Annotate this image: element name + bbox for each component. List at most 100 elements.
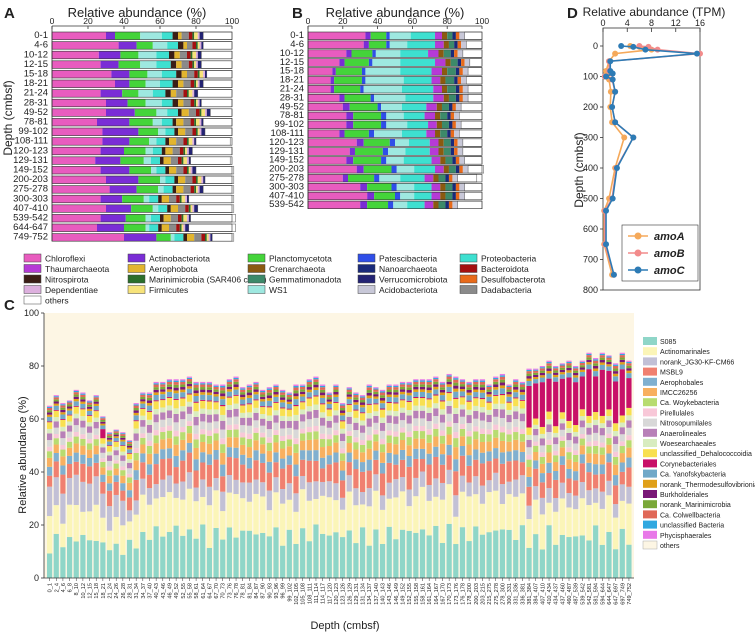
legend-swatch-verrucomicrobiota bbox=[357, 274, 376, 284]
bar-desulfobacterota bbox=[457, 40, 462, 49]
bar-segment bbox=[526, 454, 532, 460]
depth-label: 99-102 bbox=[18, 126, 48, 137]
bar-marinimicrobia bbox=[197, 70, 200, 78]
x-tick-label: 4_6 bbox=[61, 583, 67, 592]
bar-segment bbox=[126, 440, 133, 442]
bar-segment bbox=[266, 400, 272, 407]
x-tick-label: 34_37 bbox=[141, 583, 147, 599]
bar-segment bbox=[273, 442, 279, 453]
bar-segment bbox=[486, 394, 492, 397]
bar-segment bbox=[100, 416, 106, 418]
bar-segment bbox=[519, 392, 525, 395]
bar-gemmatimonadota bbox=[441, 103, 449, 111]
legend-label-desulfobacterota: Desulfobacterota bbox=[481, 275, 546, 285]
bar-segment bbox=[399, 386, 406, 390]
bar-segment bbox=[133, 410, 139, 413]
bar-segment bbox=[273, 387, 279, 390]
bar-segment bbox=[120, 500, 126, 526]
bar-segment bbox=[346, 435, 352, 444]
bar-segment bbox=[166, 418, 173, 426]
bar-segment bbox=[593, 412, 599, 420]
bar-segment bbox=[193, 393, 199, 397]
bar-segment bbox=[453, 459, 459, 472]
bar-segment bbox=[293, 396, 299, 400]
x-tick-label: 381_384 bbox=[527, 583, 533, 605]
bar-segment bbox=[120, 451, 126, 456]
bar-segment bbox=[333, 394, 339, 397]
legend-label: unclassified Bacteria bbox=[660, 523, 724, 530]
bar-segment bbox=[486, 451, 492, 462]
bar-crenarchaeota bbox=[443, 40, 449, 49]
bar-segment bbox=[553, 377, 559, 382]
legend-swatch bbox=[643, 367, 657, 376]
bar-segment bbox=[586, 357, 592, 360]
bar-others bbox=[464, 156, 483, 165]
bar-ws1 bbox=[147, 70, 162, 78]
bar-segment bbox=[493, 448, 499, 459]
bar-segment bbox=[559, 498, 565, 535]
bar-segment bbox=[386, 394, 392, 398]
bar-segment bbox=[313, 450, 319, 461]
bar-segment bbox=[86, 415, 93, 423]
bar-segment bbox=[346, 530, 352, 578]
bar-segment bbox=[80, 403, 86, 409]
bar-segment bbox=[206, 505, 213, 548]
bar-segment bbox=[373, 398, 379, 404]
legend-label-amoA: amoA bbox=[654, 231, 685, 243]
bar-segment bbox=[280, 389, 286, 392]
x-tick-label: 60 bbox=[408, 16, 418, 26]
bar-segment bbox=[280, 415, 286, 421]
bar-proteobacteria bbox=[156, 166, 166, 174]
bar-planctomycetota bbox=[344, 129, 369, 138]
bar-patescibacteria bbox=[381, 156, 387, 165]
bar-acidobacteriota bbox=[462, 94, 469, 102]
legend-label: Nitrosopumilales bbox=[660, 421, 712, 428]
bar-segment bbox=[233, 447, 239, 459]
bar-segment bbox=[499, 418, 506, 427]
bar-segment bbox=[193, 402, 199, 412]
x-tick-label: 24_26 bbox=[114, 583, 120, 599]
bar-segment bbox=[546, 432, 552, 440]
bar-segment bbox=[353, 469, 359, 489]
x-tick-label: 40 bbox=[119, 16, 129, 26]
bar-segment bbox=[226, 396, 232, 398]
x-tick-label: 105_108 bbox=[301, 583, 307, 605]
bar-segment bbox=[280, 392, 286, 395]
bar-segment bbox=[60, 419, 66, 420]
bar-segment bbox=[166, 430, 173, 439]
bar-segment bbox=[60, 493, 66, 524]
bar-segment bbox=[173, 455, 179, 468]
bar-segment bbox=[66, 437, 73, 442]
x-tick-label: 12_15 bbox=[88, 583, 94, 599]
bar-segment bbox=[160, 419, 166, 428]
bar-segment bbox=[153, 422, 159, 431]
bar-segment bbox=[166, 492, 173, 532]
bar-segment bbox=[353, 392, 359, 394]
bar-chloroflexi bbox=[52, 147, 101, 155]
bar-segment bbox=[599, 355, 605, 358]
panel-b-letter: B bbox=[292, 5, 303, 22]
bar-firmicutes bbox=[196, 185, 198, 194]
bar-segment bbox=[306, 482, 312, 501]
bar-segment bbox=[606, 495, 612, 532]
bar-segment bbox=[206, 435, 213, 444]
bar-nanoarchaeota bbox=[455, 165, 460, 174]
bar-segment bbox=[413, 391, 419, 398]
bar-segment bbox=[100, 438, 106, 444]
bar-chloroflexi bbox=[52, 137, 103, 146]
bar-segment bbox=[579, 362, 585, 366]
bar-bacteroidota bbox=[188, 32, 193, 40]
bar-segment bbox=[60, 449, 66, 457]
bar-segment bbox=[113, 460, 119, 464]
bar-planctomycetota bbox=[353, 156, 382, 165]
bar-dadabacteria bbox=[183, 118, 191, 126]
bar-segment bbox=[60, 403, 66, 405]
bar-segment bbox=[66, 455, 73, 464]
bar-segment bbox=[53, 395, 59, 397]
bar-segment bbox=[553, 381, 559, 427]
x-tick-label: 203_215 bbox=[480, 583, 486, 605]
bar-segment bbox=[399, 439, 406, 450]
bar-aerophobota bbox=[181, 108, 189, 117]
bar-segment bbox=[406, 489, 412, 507]
bar-segment bbox=[120, 441, 126, 446]
